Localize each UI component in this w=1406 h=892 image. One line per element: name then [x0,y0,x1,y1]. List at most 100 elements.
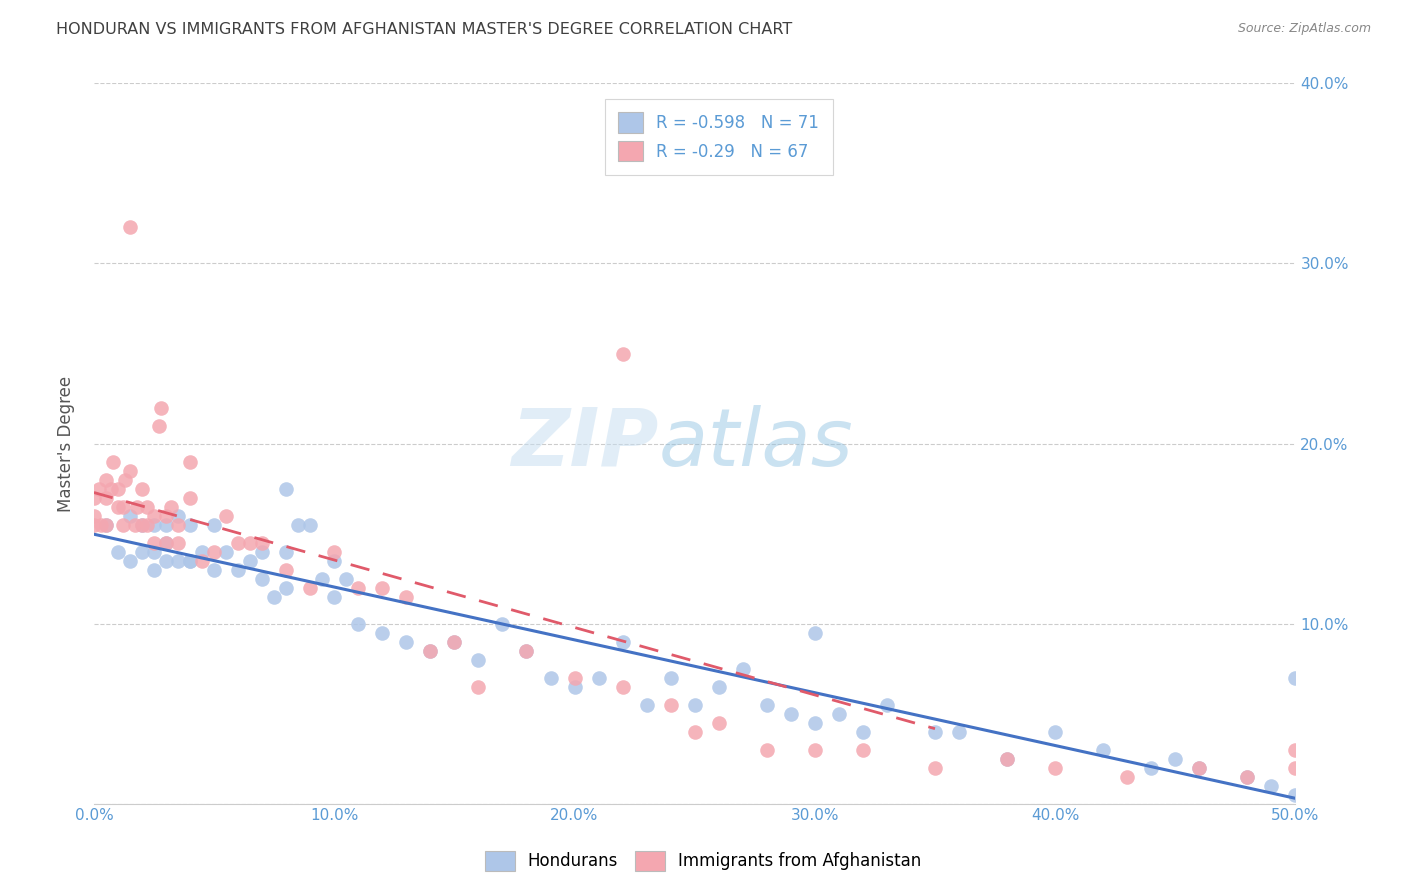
Point [1236,770,1258,784]
Y-axis label: Master's Degree: Master's Degree [58,376,75,512]
Point [179,553,201,567]
Text: ZIP: ZIP [512,405,658,483]
Point [131,544,153,558]
Point [94,517,117,532]
Point [612,634,634,648]
Point [683,698,706,712]
Point [755,742,778,756]
Point [876,698,898,712]
Point [948,724,970,739]
Point [135,500,157,514]
Point [659,698,682,712]
Point [143,508,166,523]
Point [828,706,851,721]
Point [467,680,489,694]
Point [311,572,333,586]
Point [1236,770,1258,784]
Point [167,535,190,549]
Point [179,491,201,505]
Point [131,517,153,532]
Point [226,563,249,577]
Point [395,634,418,648]
Point [100,482,122,496]
Point [1043,724,1066,739]
Point [90,517,112,532]
Point [155,508,177,523]
Point [1116,770,1139,784]
Point [118,464,141,478]
Point [143,563,166,577]
Point [683,724,706,739]
Point [371,625,394,640]
Point [107,544,129,558]
Point [347,616,370,631]
Point [323,544,346,558]
Point [1188,761,1211,775]
Point [1284,761,1306,775]
Legend: R = -0.598   N = 71, R = -0.29   N = 67: R = -0.598 N = 71, R = -0.29 N = 67 [605,99,832,175]
Point [491,616,513,631]
Point [155,535,177,549]
Point [287,517,309,532]
Point [707,715,730,730]
Point [636,698,658,712]
Point [202,544,225,558]
Point [179,517,201,532]
Point [94,491,117,505]
Point [852,742,875,756]
Point [107,500,129,514]
Point [215,508,238,523]
Point [395,590,418,604]
Point [779,706,801,721]
Point [250,535,273,549]
Point [564,680,586,694]
Point [1188,761,1211,775]
Point [335,572,357,586]
Point [804,625,827,640]
Point [250,572,273,586]
Point [83,491,105,505]
Point [515,643,537,657]
Point [202,517,225,532]
Point [443,634,465,648]
Point [588,671,610,685]
Point [299,581,322,595]
Point [276,563,298,577]
Point [114,473,136,487]
Point [167,517,190,532]
Point [804,715,827,730]
Point [215,544,238,558]
Point [564,671,586,685]
Point [118,508,141,523]
Point [94,517,117,532]
Point [239,535,262,549]
Point [179,454,201,468]
Point [263,590,285,604]
Text: atlas: atlas [658,405,853,483]
Point [250,544,273,558]
Point [1284,742,1306,756]
Point [191,544,214,558]
Point [155,517,177,532]
Point [1260,779,1282,793]
Point [143,535,166,549]
Point [167,508,190,523]
Point [1164,751,1187,765]
Point [276,482,298,496]
Point [202,563,225,577]
Point [852,724,875,739]
Point [83,508,105,523]
Point [467,652,489,666]
Point [515,643,537,657]
Point [347,581,370,595]
Point [148,418,170,433]
Point [707,680,730,694]
Point [276,581,298,595]
Point [443,634,465,648]
Point [107,482,129,496]
Point [276,544,298,558]
Point [124,517,146,532]
Point [1284,671,1306,685]
Point [731,662,754,676]
Text: Source: ZipAtlas.com: Source: ZipAtlas.com [1237,22,1371,36]
